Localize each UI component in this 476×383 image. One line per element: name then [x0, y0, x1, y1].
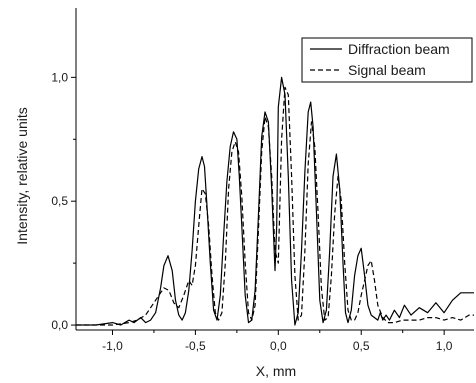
x-tick-label: 1,0	[436, 339, 453, 353]
legend-box	[301, 37, 473, 83]
axes	[75, 8, 474, 331]
x-tick-label: -1,0	[102, 339, 123, 353]
y-tick-label: 0,5	[51, 194, 68, 208]
legend: Diffraction beam Signal beam	[301, 37, 473, 83]
ticks-group: -1,0 -0,5 0,0 0,5 1,0 0,0 0,5 1,0	[51, 70, 453, 353]
x-tick-label: -0,5	[185, 339, 206, 353]
x-tick-label: 0,5	[353, 339, 370, 353]
series-group	[76, 76, 474, 326]
legend-label-diffraction: Diffraction beam	[348, 41, 450, 57]
y-tick-label: 0,0	[51, 318, 68, 332]
y-tick-label: 1,0	[51, 70, 68, 84]
legend-label-signal: Signal beam	[348, 62, 426, 78]
series-line-diffraction	[76, 76, 474, 326]
y-axis-label: Intensity, relative units	[14, 107, 30, 244]
series-line-signal	[76, 86, 474, 326]
x-axis-label: X, mm	[256, 363, 296, 379]
x-tick-label: 0,0	[270, 339, 287, 353]
